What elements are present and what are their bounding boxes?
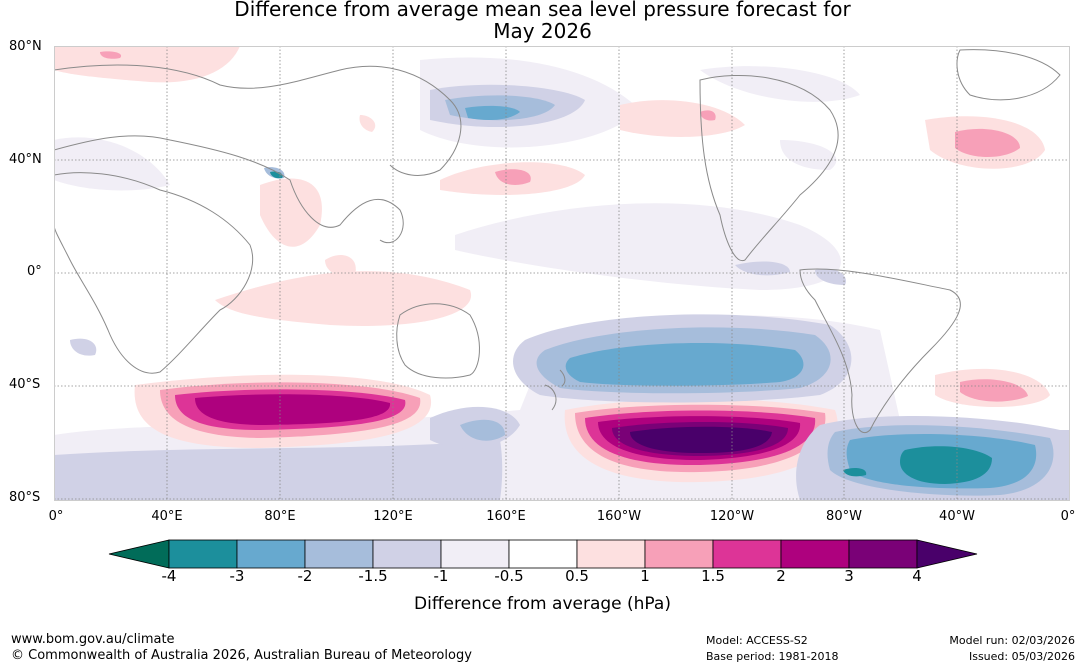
lon-label-40e: 40°E bbox=[151, 509, 183, 524]
colorbar-bin-minus-3 bbox=[236, 539, 306, 569]
colorbar-below-min bbox=[108, 539, 170, 569]
lat-label-40n: 40°N bbox=[9, 152, 42, 167]
lat-label-40s: 40°S bbox=[9, 377, 41, 392]
eurasia-south-coastline bbox=[54, 135, 404, 244]
anomaly-band-minus-3 bbox=[270, 171, 992, 484]
lon-label-80e: 80°E bbox=[264, 509, 296, 524]
colorbar-bin-minus-4 bbox=[168, 539, 238, 569]
australia-coastline bbox=[396, 303, 480, 379]
footer-url[interactable]: www.bom.gov.au/climate bbox=[11, 632, 175, 647]
colorbar-bin-minus-1 bbox=[440, 539, 510, 569]
colorbar-tick: 1 bbox=[640, 567, 650, 585]
footer-model-run: Model run: 02/03/2026 bbox=[949, 634, 1075, 647]
colorbar-bin-neutral bbox=[508, 539, 578, 569]
colorbar-tick: 1.5 bbox=[701, 567, 725, 585]
colorbar-bin-plus-1-5 bbox=[712, 539, 782, 569]
colorbar-tick: -2 bbox=[297, 567, 313, 585]
colorbar-above-max bbox=[916, 539, 978, 569]
colorbar-tick: -4 bbox=[161, 567, 177, 585]
footer-copyright: © Commonwealth of Australia 2026, Austra… bbox=[11, 648, 472, 663]
colorbar-tick: -0.5 bbox=[494, 567, 524, 585]
lat-label-80s: 80°S bbox=[9, 490, 41, 505]
colorbar-tick: 4 bbox=[912, 567, 922, 585]
new-zealand-coastline bbox=[544, 369, 566, 411]
greenland-coastline bbox=[956, 49, 1061, 101]
coastlines bbox=[54, 49, 1061, 433]
lon-label-120w: 120°W bbox=[709, 509, 755, 524]
colorbar-bin-plus-0-5 bbox=[576, 539, 646, 569]
colorbar-label: Difference from average (hPa) bbox=[414, 594, 671, 614]
graticule bbox=[54, 46, 1069, 500]
africa-coastline bbox=[54, 172, 254, 374]
lon-label-80w: 80°W bbox=[826, 509, 862, 524]
footer-issued: Issued: 05/03/2026 bbox=[968, 650, 1075, 663]
footer-model: Model: ACCESS-S2 bbox=[706, 634, 808, 647]
colorbar-bin-plus-2 bbox=[780, 539, 850, 569]
lat-label-equator: 0° bbox=[27, 264, 42, 279]
lon-label-160e: 160°E bbox=[486, 509, 526, 524]
lon-label-120e: 120°E bbox=[373, 509, 413, 524]
colorbar-tick: -3 bbox=[229, 567, 245, 585]
lon-label-0-left: 0° bbox=[48, 509, 64, 524]
lon-label-160w: 160°W bbox=[596, 509, 642, 524]
eurasia-north-coastline bbox=[54, 64, 462, 176]
map-title-line-2: May 2026 bbox=[493, 19, 592, 43]
colorbar-tick: -1.5 bbox=[358, 567, 388, 585]
colorbar-tick: -1 bbox=[433, 567, 449, 585]
footer-base-period: Base period: 1981-2018 bbox=[706, 650, 839, 663]
colorbar bbox=[108, 539, 978, 569]
north-america-coastline bbox=[699, 74, 839, 262]
colorbar-bin-plus-3 bbox=[848, 539, 918, 569]
anomaly-band-above-4 bbox=[630, 426, 772, 453]
colorbar-tick: 2 bbox=[776, 567, 786, 585]
colorbar-bin-minus-1-5 bbox=[372, 539, 442, 569]
map-title-line-1: Difference from average mean sea level p… bbox=[234, 0, 851, 21]
colorbar-bin-minus-2 bbox=[304, 539, 374, 569]
lon-label-40w: 40°W bbox=[939, 509, 975, 524]
colorbar-tick: 3 bbox=[844, 567, 854, 585]
lat-label-80n: 80°N bbox=[9, 39, 42, 54]
colorbar-tick: 0.5 bbox=[565, 567, 589, 585]
colorbar-bin-plus-1 bbox=[644, 539, 714, 569]
lon-label-0-right: 0° bbox=[1060, 509, 1076, 524]
south-america-coastline bbox=[799, 268, 961, 433]
